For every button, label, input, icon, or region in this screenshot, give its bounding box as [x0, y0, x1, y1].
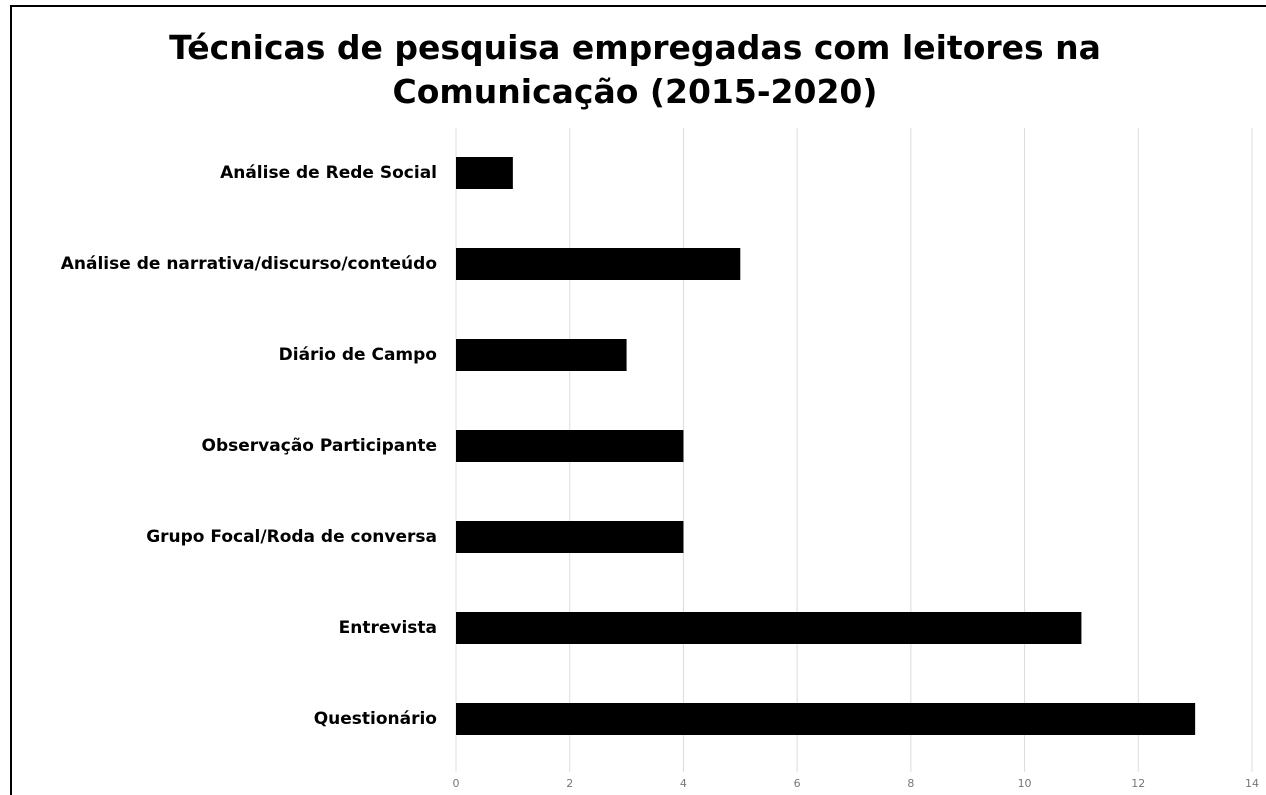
bar — [456, 521, 684, 553]
y-tick-label: Diário de Campo — [279, 345, 437, 365]
x-tick-label: 4 — [680, 777, 687, 790]
x-tick-label: 2 — [566, 777, 573, 790]
chart-title: Técnicas de pesquisa empregadas com leit… — [169, 28, 1101, 111]
bar — [456, 703, 1196, 735]
bar — [456, 612, 1082, 644]
frame — [10, 5, 1266, 795]
bar — [456, 339, 627, 371]
bar — [456, 157, 513, 189]
x-tick-label: 14 — [1245, 777, 1259, 790]
bar — [456, 430, 684, 462]
x-tick-label: 6 — [794, 777, 801, 790]
y-tick-label: Análise de Rede Social — [220, 163, 437, 183]
y-tick-label: Questionário — [314, 709, 437, 729]
x-tick-label: 8 — [907, 777, 914, 790]
y-tick-label: Grupo Focal/Roda de conversa — [146, 527, 437, 547]
x-tick-label: 0 — [453, 777, 460, 790]
y-tick-label: Observação Participante — [202, 436, 437, 456]
x-tick-label: 10 — [1018, 777, 1032, 790]
x-tick-label: 12 — [1131, 777, 1145, 790]
bar — [456, 248, 741, 280]
y-tick-label: Entrevista — [339, 618, 437, 638]
y-tick-label: Análise de narrativa/discurso/conteúdo — [61, 254, 437, 274]
